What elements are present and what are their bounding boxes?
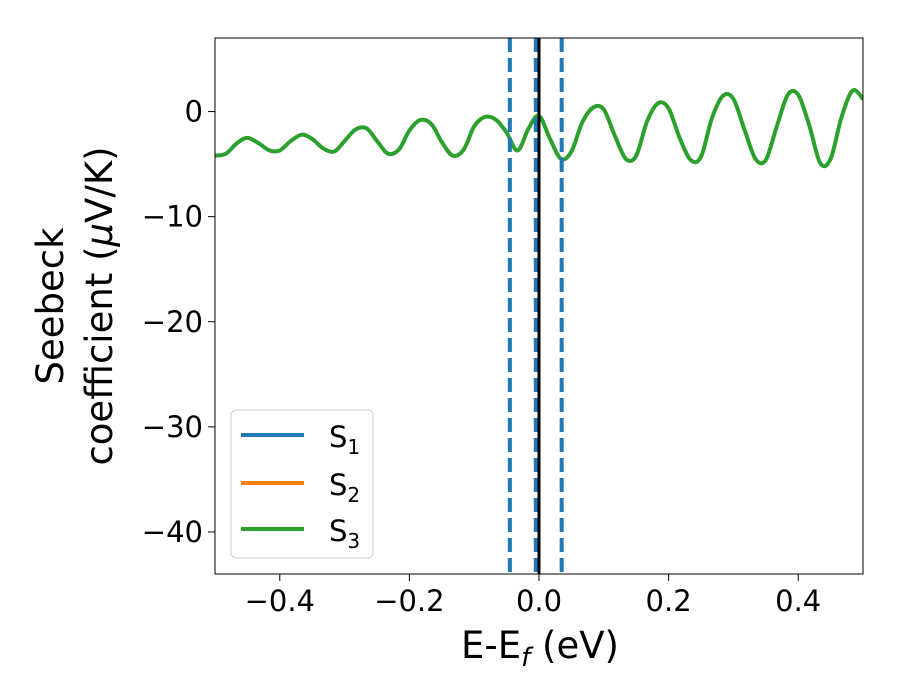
legend-label-s3-sub: 3 <box>347 529 360 553</box>
x-tick-label: 0.0 <box>516 584 562 618</box>
x-axis-label-main: E-E <box>461 624 521 667</box>
x-tick-label: −0.2 <box>374 584 444 618</box>
legend-label-s1-sub: 1 <box>347 435 360 459</box>
y-tick-label: −20 <box>142 305 203 339</box>
y-tick-label: 0 <box>185 95 203 129</box>
x-tick-label: 0.2 <box>646 584 692 618</box>
y-axis-label-mu: μ <box>78 223 121 248</box>
legend-label-s1: S1 <box>329 420 360 459</box>
plot-layer <box>215 38 863 574</box>
y-tick-label: −30 <box>142 410 203 444</box>
y-tick-label: −40 <box>142 515 203 549</box>
plot-frame <box>214 37 864 575</box>
x-tick-label: −0.4 <box>245 584 315 618</box>
y-axis-label-line2: coefficient (μV/K) <box>78 146 121 465</box>
legend-label-s2-main: S <box>329 468 347 502</box>
legend-label-s3: S3 <box>329 514 360 553</box>
x-axis-label-suffix: (eV) <box>530 624 619 667</box>
plot-area <box>215 38 863 574</box>
legend-label-s1-main: S <box>329 420 347 454</box>
y-axis-label-line2-suffix: V/K) <box>78 146 121 222</box>
y-axis-label-line2-main: coefficient ( <box>78 246 121 465</box>
legend-label-s2: S2 <box>329 468 360 507</box>
ticks-layer: −0.4 −0.2 0.0 0.2 0.4 0 −10 −20 −30 −40 <box>142 95 821 618</box>
x-axis-label: E-Ef (eV) <box>461 624 619 673</box>
y-axis-label-line1: Seebeck <box>29 227 72 385</box>
legend: S1 S2 S3 <box>230 409 374 559</box>
x-tick-label: 0.4 <box>775 584 821 618</box>
legend-label-s2-sub: 2 <box>347 483 360 507</box>
legend-label-s3-main: S <box>329 514 347 548</box>
y-tick-label: −10 <box>142 200 203 234</box>
